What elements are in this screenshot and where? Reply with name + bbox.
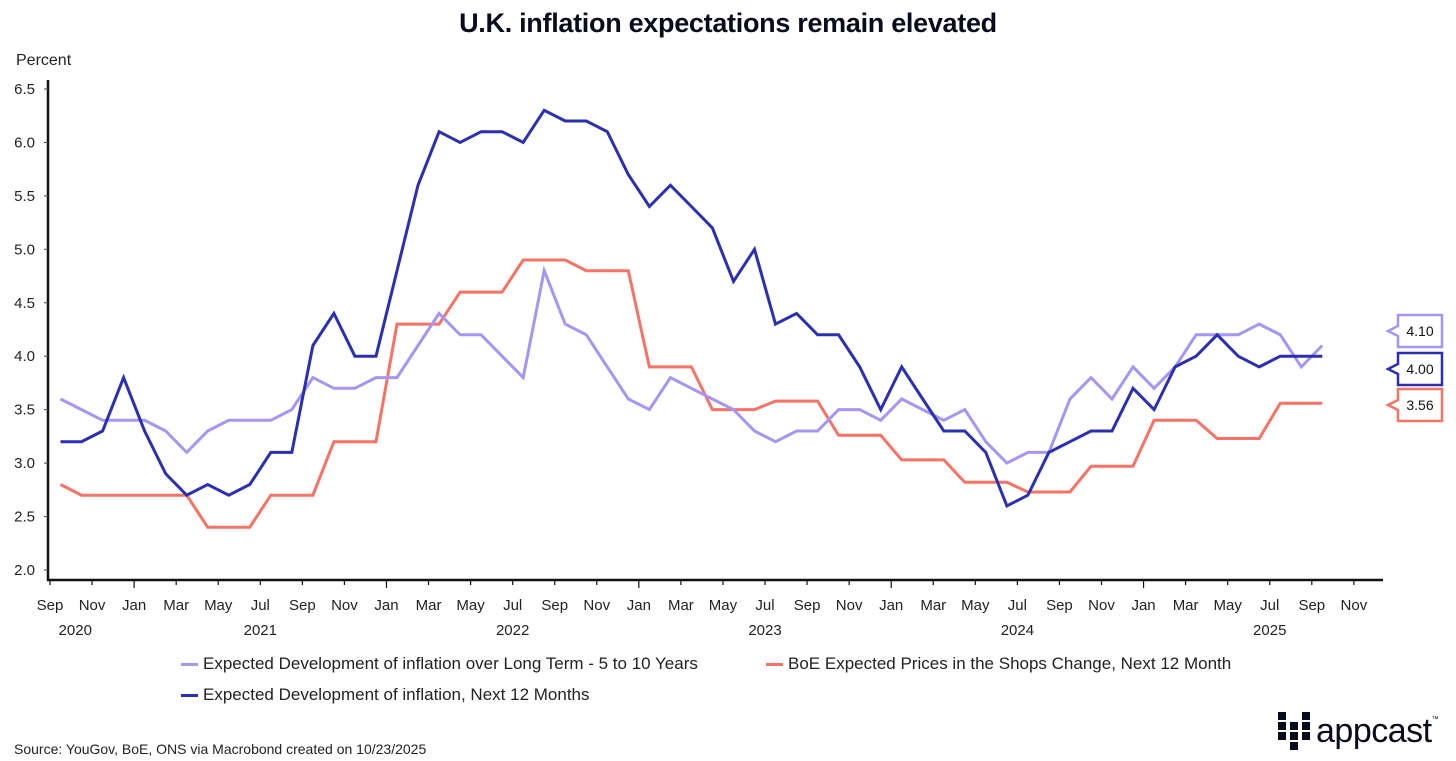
series-line (59, 258, 1323, 529)
end-label-value: 3.56 (1406, 397, 1433, 413)
x-tick-label: Nov (1088, 597, 1115, 614)
x-tick-label: Sep (37, 597, 64, 614)
x-tick-label: Jul (1008, 597, 1027, 614)
x-tick-label: Sep (289, 597, 316, 614)
end-value-labels: 4.10 4.00 3.56 (1385, 313, 1444, 423)
end-label-box (1385, 351, 1444, 387)
x-tick-label: Jul (755, 597, 774, 614)
x-tick-label: Sep (1046, 597, 1073, 614)
x-tick-label: Sep (541, 597, 568, 614)
x-tick-label: May (709, 597, 738, 614)
y-axis-label: Percent (16, 52, 72, 69)
source-note: Source: YouGov, BoE, ONS via Macrobond c… (14, 741, 427, 757)
y-tick-label: 5.5 (14, 188, 35, 205)
y-tick-label: 2.5 (14, 509, 35, 526)
end-label-value: 4.10 (1406, 323, 1433, 339)
y-tick-label: 2.0 (14, 562, 35, 579)
x-tick-label: Sep (1298, 597, 1325, 614)
x-tick-label: Sep (794, 597, 821, 614)
year-label: 2023 (748, 622, 781, 639)
legend-label: Expected Development of inflation over L… (203, 654, 698, 673)
end-label: 4.00 (1385, 351, 1444, 387)
axes: 2.0 2.5 3.0 3.5 4.0 4.5 5.0 5.5 6.0 6.5 Sep Nov Jan M… (14, 80, 1383, 639)
year-label: 2021 (244, 622, 277, 639)
x-tick-label: Jan (627, 597, 651, 614)
end-label-box (1385, 313, 1444, 349)
legend-item-boe-shops: BoE Expected Prices in the Shops Change,… (766, 654, 1231, 674)
x-tick-label: Mar (416, 597, 442, 614)
legend-swatch (766, 662, 783, 666)
year-label: 2025 (1253, 622, 1286, 639)
legend-swatch (181, 693, 198, 697)
y-tick-label: 4.5 (14, 295, 35, 312)
x-tick-label: Nov (583, 597, 610, 614)
year-label: 2022 (496, 622, 529, 639)
x-tick-label: Jan (879, 597, 903, 614)
x-tick-label: Jul (1260, 597, 1279, 614)
x-tick-label: Mar (920, 597, 946, 614)
legend-item-long-term: Expected Development of inflation over L… (181, 654, 698, 674)
x-tick-label: May (1214, 597, 1243, 614)
x-tick-label: Mar (1173, 597, 1199, 614)
x-tick-label: Nov (79, 597, 106, 614)
x-tick-label: Jan (374, 597, 398, 614)
y-tick-label: 4.0 (14, 348, 35, 365)
x-tick-label: Jan (122, 597, 146, 614)
chart-title: U.K. inflation expectations remain eleva… (459, 8, 997, 38)
logo-trademark: ™ (1431, 716, 1439, 723)
x-tick-label: Nov (1341, 597, 1368, 614)
end-label: 3.56 (1385, 387, 1444, 423)
legend-label: BoE Expected Prices in the Shops Change,… (788, 654, 1232, 673)
logo-wordmark: appcast (1316, 712, 1432, 750)
y-tick-label: 6.5 (14, 81, 35, 98)
legend-label: Expected Development of inflation, Next … (203, 685, 590, 704)
line-chart: 2.0 2.5 3.0 3.5 4.0 4.5 5.0 5.5 6.0 6.5 Sep Nov Jan M… (14, 80, 1444, 639)
x-tick-label: Mar (163, 597, 189, 614)
y-tick-label: 5.0 (14, 241, 35, 258)
y-tick-label: 6.0 (14, 134, 35, 151)
series-line (60, 108, 1323, 508)
legend-swatch (181, 662, 198, 666)
end-label-value: 4.00 (1406, 361, 1433, 377)
end-label: 4.10 (1385, 313, 1444, 349)
x-tick-label: Nov (331, 597, 358, 614)
x-tick-label: May (456, 597, 485, 614)
appcast-logo: appcast ™ (1278, 712, 1439, 750)
x-tick-label: Nov (836, 597, 863, 614)
x-tick-label: May (204, 597, 233, 614)
x-tick-label: May (961, 597, 990, 614)
end-label-box (1385, 387, 1444, 423)
year-label: 2020 (59, 622, 92, 639)
legend-item-next-12-months: Expected Development of inflation, Next … (181, 685, 590, 705)
x-tick-label: Jan (1131, 597, 1155, 614)
x-tick-label: Jul (503, 597, 522, 614)
year-label: 2024 (1001, 622, 1034, 639)
x-tick-label: Jul (251, 597, 270, 614)
series-lines (59, 108, 1324, 529)
y-tick-label: 3.5 (14, 402, 35, 419)
logo-grid-icon (1278, 712, 1312, 750)
y-tick-label: 3.0 (14, 455, 35, 472)
x-tick-label: Mar (668, 597, 694, 614)
